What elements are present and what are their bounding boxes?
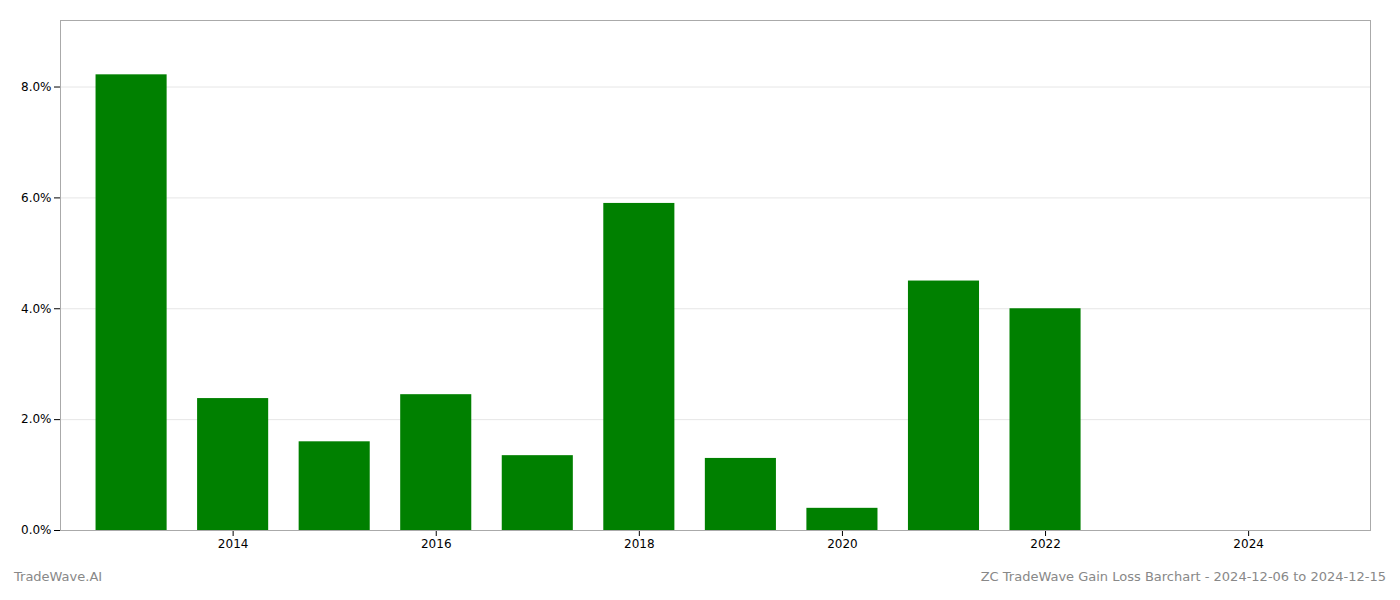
svg-text:2022: 2022 [1030, 537, 1061, 551]
html-text:TradeWave.AI: TradeWave.AI [14, 569, 103, 584]
html-text:ZC TradeWave Gain Loss Barchar: ZC TradeWave Gain Loss Barchart - 2024-1… [980, 569, 1386, 584]
svg-text:2016: 2016 [421, 537, 452, 551]
svg-text:2018: 2018 [624, 537, 655, 551]
svg-text:8.0%: 8.0% [21, 80, 52, 94]
svg-text:2024: 2024 [1233, 537, 1264, 551]
svg-text:2.0%: 2.0% [21, 412, 52, 426]
svg-text:0.0%: 0.0% [21, 523, 52, 537]
svg-text:4.0%: 4.0% [21, 302, 52, 316]
svg-text:6.0%: 6.0% [21, 191, 52, 205]
svg-text:2014: 2014 [218, 537, 249, 551]
svg-text:2020: 2020 [827, 537, 858, 551]
